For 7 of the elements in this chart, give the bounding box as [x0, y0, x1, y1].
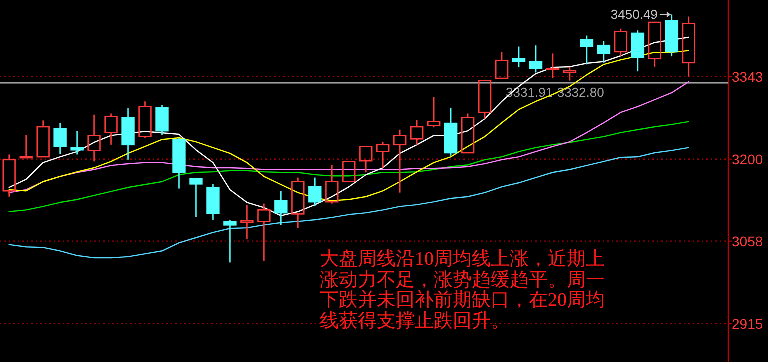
y-tick-label: 3200 — [732, 151, 764, 168]
annotation: 3450.49 — [610, 7, 658, 22]
line-series — [8, 121, 690, 212]
y-tick-label: 3058 — [732, 233, 764, 250]
y-tick-label: 2915 — [732, 316, 764, 332]
annotation: 大盘周线沿10周均线上涨，近期上涨动力不足，涨势趋缓趋平。周一下跌并未回补前期缺口，在20周均线获得支撑止跌回升。 — [320, 249, 606, 332]
y-tick-label: 3343 — [732, 68, 764, 85]
